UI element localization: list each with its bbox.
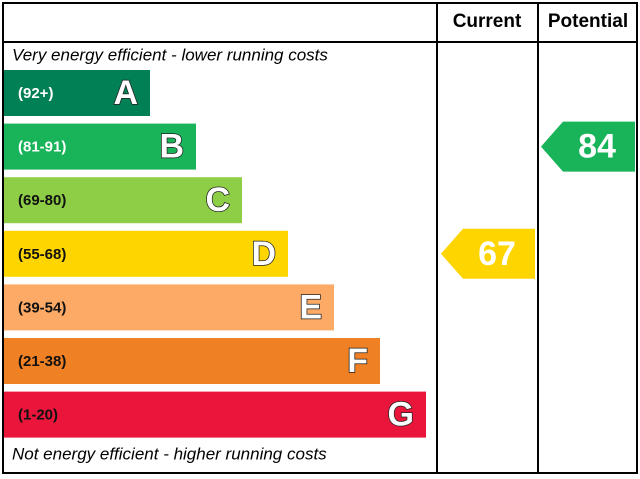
band-bar (4, 177, 242, 224)
top-note: Very energy efficient - lower running co… (12, 45, 328, 64)
band-letter: B (159, 128, 184, 166)
header-current: Current (453, 11, 522, 32)
rating-value: 67 (478, 235, 516, 273)
band-letter: E (299, 288, 322, 326)
bottom-note: Not energy efficient - higher running co… (12, 444, 327, 463)
rating-arrow (441, 228, 535, 279)
band-bar (4, 338, 380, 384)
band-range: (55-68) (18, 246, 66, 263)
band-range: (81-91) (18, 139, 66, 156)
band-bar (4, 391, 426, 438)
frame (2, 2, 638, 474)
band-letter: F (347, 342, 368, 380)
rating-value: 84 (578, 128, 616, 166)
header-potential: Potential (548, 11, 628, 32)
band-range: (1-20) (18, 407, 58, 424)
band-letter: A (113, 74, 138, 112)
band-letter: D (251, 235, 276, 273)
band-range: (92+) (18, 85, 53, 102)
band-bar (4, 284, 334, 331)
band-bar (4, 123, 196, 170)
band-range: (39-54) (18, 299, 66, 316)
band-letter: C (205, 181, 230, 219)
band-bar (4, 230, 288, 277)
rating-arrow (541, 121, 635, 172)
band-range: (69-80) (18, 192, 66, 209)
band-range: (21-38) (18, 353, 66, 370)
band-bar (4, 70, 150, 116)
band-letter: G (388, 396, 414, 434)
